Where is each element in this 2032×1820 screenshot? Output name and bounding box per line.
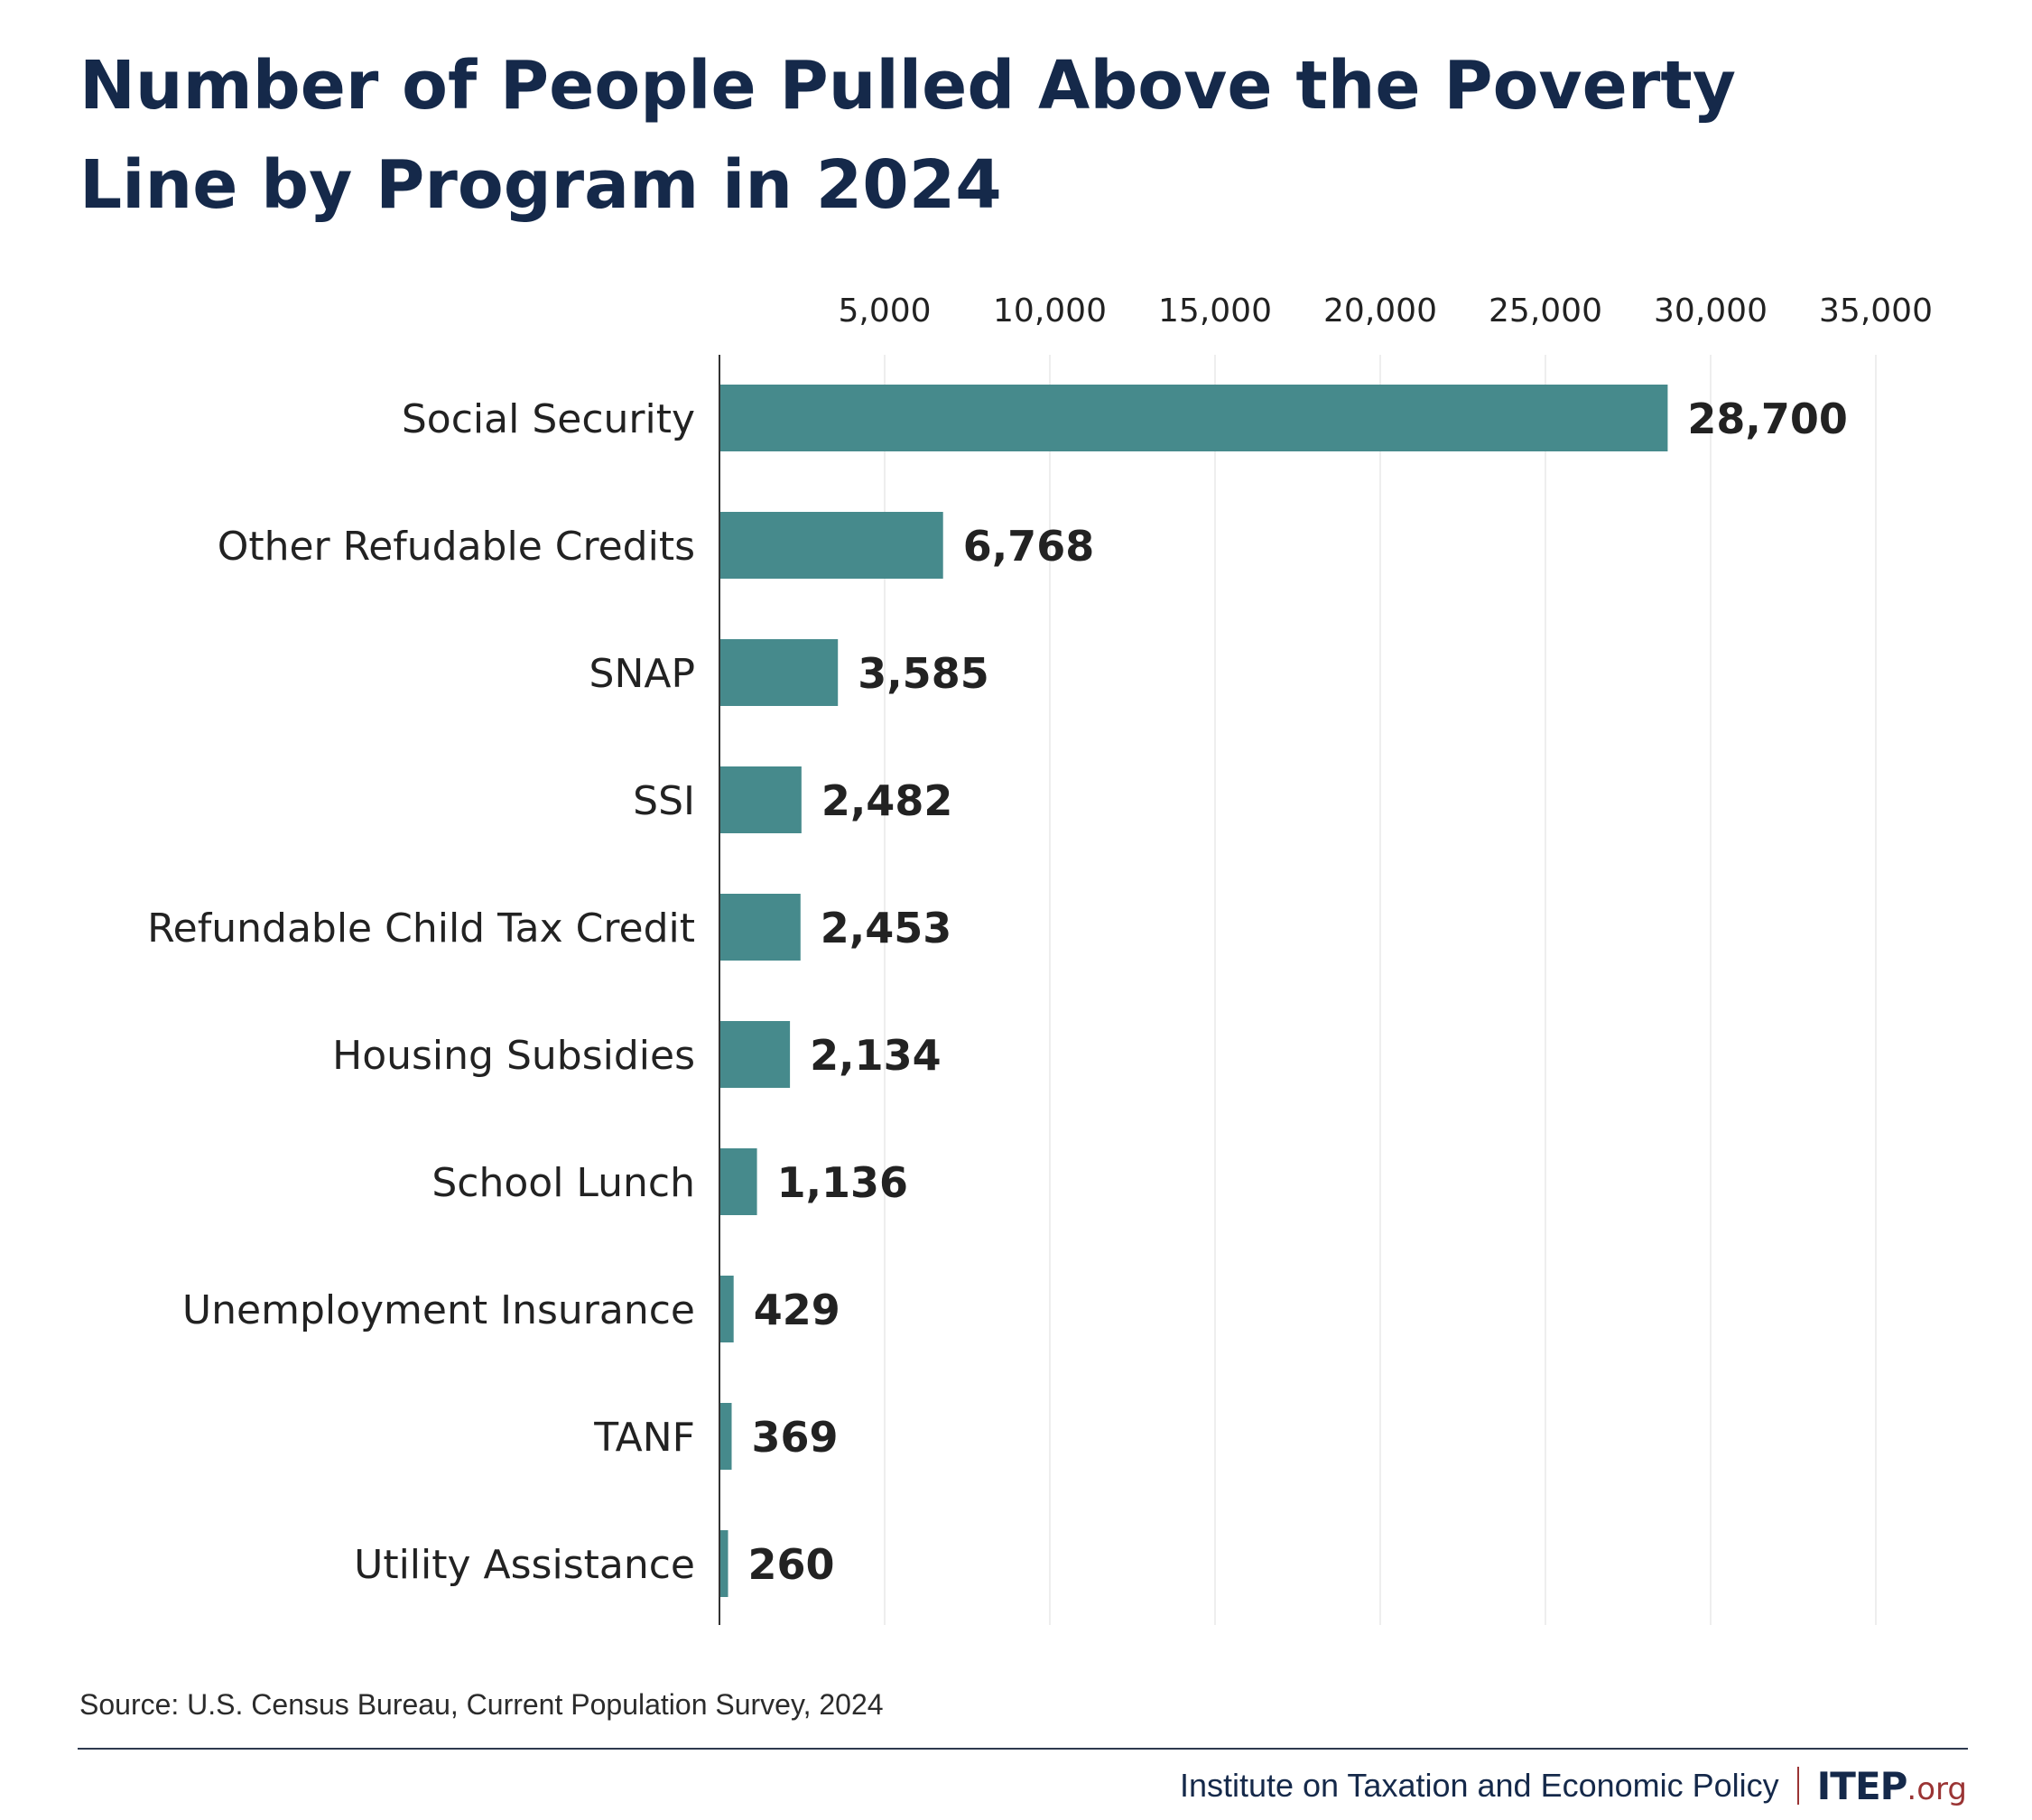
x-tick-label: 35,000 (1819, 292, 1933, 330)
category-label: Social Security (402, 396, 695, 442)
category-label: SNAP (589, 651, 695, 697)
category-label: TANF (593, 1415, 695, 1461)
x-tick-label: 25,000 (1489, 292, 1602, 330)
x-tick-label: 10,000 (993, 292, 1107, 330)
logo-suffix-text: .org (1907, 1770, 1967, 1807)
category-label: Refundable Child Tax Credit (147, 905, 695, 952)
value-label: 2,482 (821, 776, 953, 825)
bars (719, 385, 1668, 1597)
x-tick-label: 5,000 (838, 292, 931, 330)
x-axis-tick-labels: 5,000 10,000 15,000 20,000 25,000 30,000 35,00… (838, 292, 1933, 330)
bar (719, 1148, 757, 1215)
value-label: 28,700 (1687, 395, 1848, 443)
x-tick-label: 15,000 (1158, 292, 1272, 330)
bar (719, 639, 839, 706)
category-labels: Social Security Other Refudable Credits SN… (147, 396, 695, 1588)
value-label: 3,585 (858, 649, 989, 698)
bar (719, 1530, 728, 1597)
value-label: 2,453 (821, 904, 952, 952)
value-label: 369 (752, 1413, 839, 1462)
x-tick-label: 30,000 (1654, 292, 1768, 330)
bar (719, 766, 802, 833)
bar (719, 894, 801, 961)
footer-org-name: Institute on Taxation and Economic Polic… (1179, 1767, 1779, 1804)
category-label: Other Refudable Credits (218, 524, 695, 570)
value-label: 6,768 (963, 522, 1095, 571)
source-note: Source: U.S. Census Bureau, Current Popu… (79, 1688, 884, 1721)
category-label: Unemployment Insurance (182, 1287, 695, 1333)
footer: Institute on Taxation and Economic Polic… (1180, 1759, 1967, 1813)
chart-title: Number of People Pulled Above the Povert… (79, 47, 1736, 224)
category-label: Housing Subsidies (332, 1033, 695, 1079)
bar (719, 512, 943, 579)
bar (719, 1021, 791, 1088)
footer-divider (78, 1748, 1968, 1750)
itep-logo: ITEP .org (1817, 1764, 1967, 1808)
bar (719, 1276, 734, 1342)
category-label: School Lunch (431, 1160, 695, 1206)
x-tick-label: 20,000 (1323, 292, 1437, 330)
bar-chart: 5,000 10,000 15,000 20,000 25,000 30,000 35,00… (147, 292, 1933, 1625)
value-label: 2,134 (810, 1031, 942, 1080)
bar (719, 1403, 732, 1470)
value-label: 260 (748, 1540, 835, 1589)
category-label: SSI (633, 778, 695, 824)
value-labels: 28,700 6,768 3,585 2,482 2,453 2,134 1,136 429 3… (748, 395, 1848, 1589)
value-label: 1,136 (777, 1158, 909, 1207)
value-label: 429 (754, 1286, 840, 1334)
footer-separator (1796, 1767, 1799, 1805)
category-label: Utility Assistance (354, 1542, 695, 1588)
logo-main-text: ITEP (1816, 1763, 1908, 1808)
bar (719, 385, 1668, 451)
